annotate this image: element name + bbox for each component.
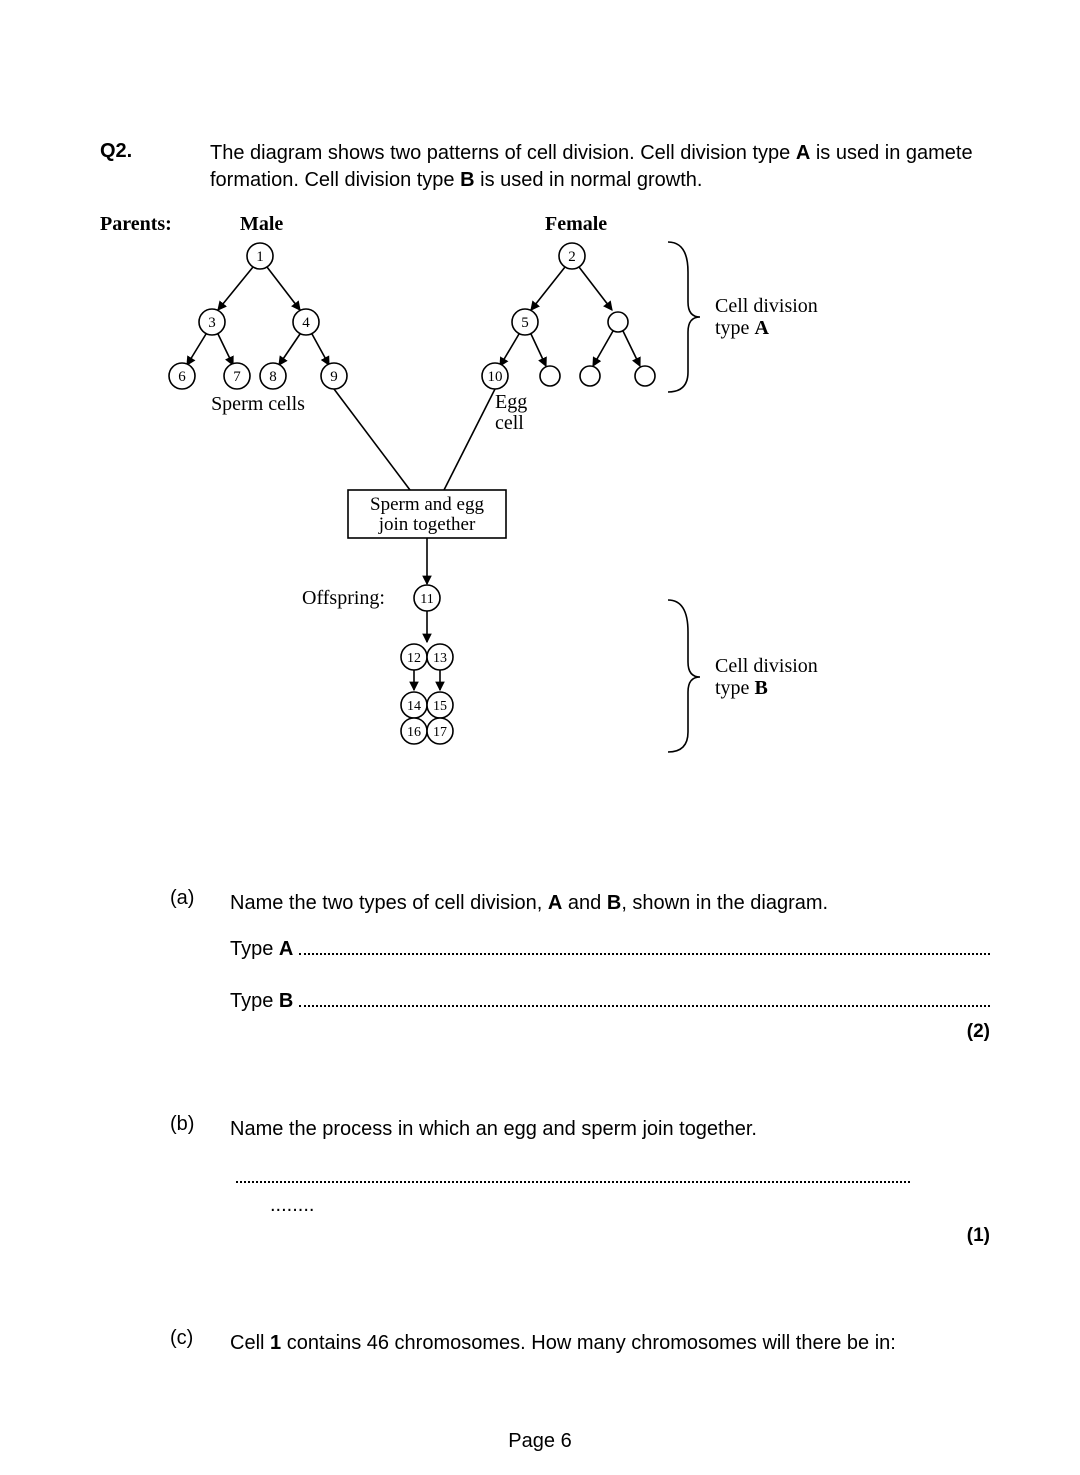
type-b-answer-line: Type B — [230, 985, 990, 1017]
part-b-marks: (1) — [100, 1225, 990, 1247]
part-a-body: Name the two types of cell division, A a… — [220, 887, 990, 1017]
svg-text:type A: type A — [715, 317, 769, 339]
svg-text:16: 16 — [407, 725, 421, 740]
female-label: Female — [545, 213, 607, 235]
intro-bold-b: B — [460, 169, 474, 191]
svg-text:type B: type B — [715, 677, 768, 699]
part-a-label: (a) — [170, 887, 220, 1017]
svg-text:11: 11 — [420, 592, 433, 607]
svg-text:17: 17 — [433, 725, 447, 740]
page-container: Q2. The diagram shows two patterns of ce… — [0, 0, 1080, 1475]
svg-text:6: 6 — [178, 369, 186, 385]
svg-text:3: 3 — [208, 315, 216, 331]
part-a-question: Name the two types of cell division, A a… — [230, 887, 990, 919]
intro-pre: The diagram shows two patterns of cell d… — [210, 142, 796, 164]
part-c: (c) Cell 1 contains 46 chromosomes. How … — [100, 1327, 990, 1359]
part-b-label: (b) — [170, 1113, 220, 1221]
parents-label: Parents: — [100, 213, 172, 235]
part-b-body: Name the process in which an egg and spe… — [220, 1113, 990, 1221]
svg-text:8: 8 — [269, 369, 277, 385]
part-c-body: Cell 1 contains 46 chromosomes. How many… — [220, 1327, 990, 1359]
svg-text:5: 5 — [521, 315, 529, 331]
question-text: The diagram shows two patterns of cell d… — [170, 140, 990, 194]
svg-text:join together: join together — [378, 514, 476, 535]
male-label: Male — [240, 213, 283, 235]
question-header: Q2. The diagram shows two patterns of ce… — [100, 140, 990, 194]
svg-text:2: 2 — [568, 249, 576, 265]
dotted-line — [236, 1163, 910, 1183]
svg-text:7: 7 — [233, 369, 241, 385]
svg-text:Sperm and egg: Sperm and egg — [370, 494, 484, 515]
part-b: (b) Name the process in which an egg and… — [100, 1113, 990, 1221]
page-number: Page 6 — [0, 1430, 1080, 1453]
part-b-answer-line — [230, 1163, 990, 1183]
sperm-label: Sperm cells — [211, 393, 305, 415]
svg-text:15: 15 — [433, 699, 447, 714]
offspring-label: Offspring: — [302, 587, 385, 609]
type-a-l1: Cell division — [715, 295, 818, 317]
dotted-line — [299, 935, 990, 955]
intro-post: is used in normal growth. — [475, 169, 703, 191]
egg-label-2: cell — [495, 412, 524, 434]
egg-label-1: Egg — [495, 391, 527, 413]
part-a: (a) Name the two types of cell division,… — [100, 887, 990, 1017]
question-number: Q2. — [100, 140, 170, 194]
dotted-line — [299, 987, 990, 1007]
svg-text:9: 9 — [330, 369, 338, 385]
part-a-marks: (2) — [100, 1021, 990, 1043]
part-c-label: (c) — [170, 1327, 220, 1359]
svg-text:4: 4 — [302, 315, 310, 331]
type-a-answer-line: Type A — [230, 933, 990, 965]
type-b-l1: Cell division — [715, 655, 818, 677]
svg-text:1: 1 — [256, 249, 264, 265]
cell-division-diagram: Parents: Male Female 1 3 4 — [100, 212, 990, 797]
svg-text:12: 12 — [407, 651, 421, 666]
svg-text:10: 10 — [488, 369, 503, 385]
intro-bold-a: A — [796, 142, 810, 164]
part-b-question: Name the process in which an egg and spe… — [230, 1113, 990, 1145]
svg-text:14: 14 — [407, 699, 421, 714]
part-b-cont: ........ — [230, 1189, 990, 1221]
svg-text:13: 13 — [433, 651, 447, 666]
